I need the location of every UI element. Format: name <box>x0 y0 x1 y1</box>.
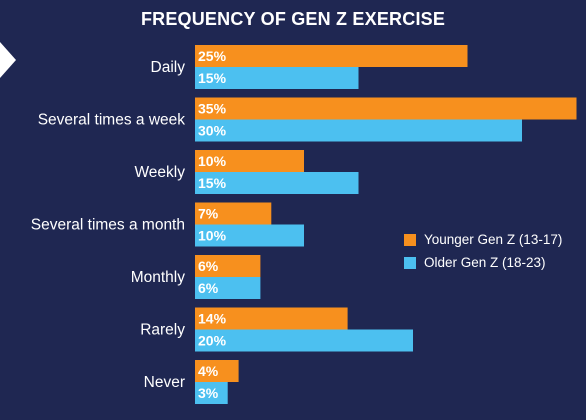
data-label-rarely-younger: 14% <box>198 311 227 327</box>
legend-label-younger: Younger Gen Z (13-17) <box>424 232 563 247</box>
bar-monthly-older <box>195 277 261 299</box>
chart-title: FREQUENCY OF GEN Z EXERCISE <box>140 9 446 29</box>
data-label-monthly-older: 6% <box>198 280 219 296</box>
bar-daily-younger <box>195 45 468 67</box>
category-label-several-times-a-week: Several times a week <box>38 112 186 129</box>
data-label-weekly-older: 15% <box>198 175 227 191</box>
data-label-several-times-a-month-older: 10% <box>198 228 227 244</box>
data-label-several-times-a-week-younger: 35% <box>198 101 227 117</box>
bar-several-times-a-week-younger <box>195 97 577 120</box>
data-label-rarely-older: 20% <box>198 333 227 349</box>
bar-several-times-a-month-older <box>195 224 304 247</box>
legend-swatch-older <box>404 256 416 269</box>
bar-weekly-older <box>195 172 359 194</box>
legend-item-younger: Younger Gen Z (13-17) <box>404 228 562 251</box>
data-label-daily-younger: 25% <box>198 48 227 64</box>
data-label-daily-older: 15% <box>198 70 227 86</box>
data-label-several-times-a-month-younger: 7% <box>198 206 219 222</box>
category-label-monthly: Monthly <box>131 269 186 286</box>
arrow-icon <box>0 42 16 78</box>
category-label-weekly: Weekly <box>134 164 185 181</box>
data-label-weekly-younger: 10% <box>198 153 227 169</box>
bar-rarely-older <box>195 329 413 352</box>
legend-item-older: Older Gen Z (18-23) <box>404 251 562 274</box>
category-label-never: Never <box>144 374 185 391</box>
data-label-never-younger: 4% <box>198 363 219 379</box>
category-label-daily: Daily <box>151 59 186 76</box>
category-label-rarely: Rarely <box>140 322 185 339</box>
bar-monthly-younger <box>195 255 261 277</box>
data-label-monthly-younger: 6% <box>198 258 219 274</box>
bar-several-times-a-month-younger <box>195 202 272 225</box>
legend-label-older: Older Gen Z (18-23) <box>424 255 546 270</box>
category-label-several-times-a-month: Several times a month <box>31 217 185 234</box>
data-label-several-times-a-week-older: 30% <box>198 123 227 139</box>
bar-never-younger <box>195 360 239 382</box>
legend: Younger Gen Z (13-17) Older Gen Z (18-23… <box>404 228 562 274</box>
bar-never-older <box>195 382 228 404</box>
legend-swatch-younger <box>404 233 416 246</box>
bar-daily-older <box>195 67 359 89</box>
bar-weekly-younger <box>195 150 304 172</box>
data-label-never-older: 3% <box>198 385 219 401</box>
bar-rarely-younger <box>195 307 348 330</box>
bar-several-times-a-week-older <box>195 119 522 142</box>
